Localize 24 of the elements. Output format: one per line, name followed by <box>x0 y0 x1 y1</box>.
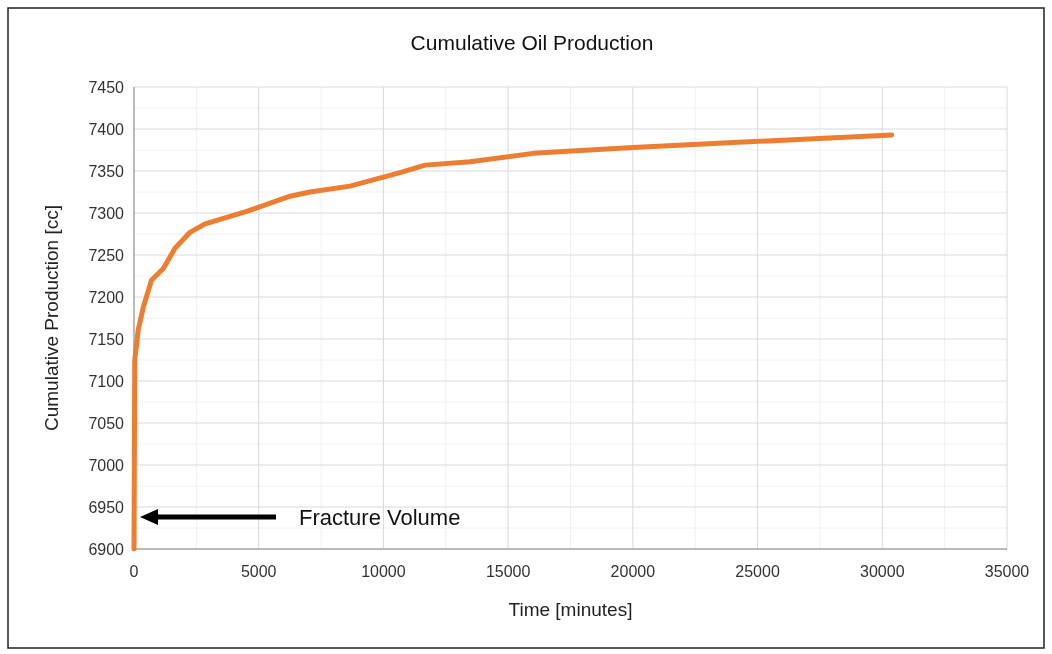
y-tick-label: 7250 <box>88 247 125 264</box>
x-tick-label: 0 <box>129 563 139 580</box>
y-tick-label: 7400 <box>88 121 125 138</box>
y-axis-title: Cumulative Production [cc] <box>41 205 62 431</box>
y-tick-label: 7050 <box>88 415 125 432</box>
y-tick-label: 7150 <box>88 331 125 348</box>
y-tick-label: 7450 <box>88 79 125 96</box>
y-tick-label: 7300 <box>88 205 125 222</box>
x-tick-label: 10000 <box>361 563 406 580</box>
annotation: Fracture Volume <box>299 505 461 530</box>
x-tick-label: 20000 <box>610 563 656 580</box>
x-tick-label: 30000 <box>860 563 905 580</box>
x-tick-label: 25000 <box>735 563 780 580</box>
chart-title: Cumulative Oil Production <box>410 31 654 54</box>
y-tick-label: 7350 <box>88 163 125 180</box>
x-tick-label: 15000 <box>485 563 531 580</box>
y-tick-label: 7100 <box>88 373 125 390</box>
y-tick-label: 7200 <box>88 289 125 306</box>
y-tick-label: 7000 <box>88 457 125 474</box>
y-tick-label: 6950 <box>88 499 125 516</box>
y-tick-label: 6900 <box>88 541 125 558</box>
x-tick-label: 35000 <box>984 563 1030 580</box>
x-axis-title: Time [minutes] <box>508 599 633 620</box>
x-tick-label: 5000 <box>240 563 277 580</box>
